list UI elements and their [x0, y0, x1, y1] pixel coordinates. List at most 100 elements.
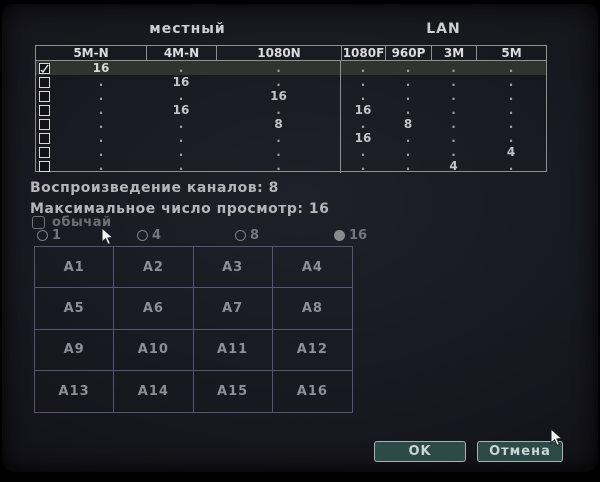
channel-mode-dialog: местный LAN 5M-N 4M-N 1080N 1080F 960P 3M 5M 1… [2, 4, 598, 472]
view-count-radio-16[interactable]: 16 [334, 228, 367, 243]
table-cell: 16 [354, 131, 372, 145]
channel-cell[interactable]: A10 [114, 329, 194, 371]
table-cell: . [276, 145, 281, 159]
table-row[interactable]: ... 16... [36, 131, 546, 145]
channel-cell[interactable]: A9 [35, 329, 115, 371]
channel-cell[interactable]: A1 [35, 247, 115, 289]
radio-icon[interactable] [137, 230, 148, 241]
table-cell: . [98, 103, 104, 117]
row-checkbox-cell [36, 76, 56, 88]
checkbox-icon[interactable] [39, 118, 50, 130]
checkbox-icon[interactable] [39, 90, 50, 102]
radio-label: 8 [250, 228, 260, 243]
channel-cell[interactable]: A12 [272, 330, 352, 371]
resolution-table-header: 5M-N 4M-N 1080N 1080F 960P 3M 5M [36, 46, 546, 61]
resolution-table-body: 16....... 16....... 16..... 16. 16..... 8. 8..… [36, 61, 546, 173]
channel-cell[interactable]: A6 [114, 288, 194, 330]
table-cell: . [451, 103, 456, 117]
table-cell: . [178, 159, 184, 173]
view-count-options: 1 4 8 16 [35, 228, 375, 243]
table-cell: . [98, 145, 104, 159]
table-cell: . [451, 61, 456, 75]
table-cell: . [360, 61, 366, 75]
column-header: 5M [476, 46, 546, 60]
table-row[interactable]: . 16. 16... [36, 103, 546, 117]
checkbox-checked-icon[interactable] [39, 62, 50, 74]
checkbox-icon[interactable] [39, 146, 50, 158]
table-cell: . [405, 75, 411, 89]
table-cell: . [508, 61, 514, 75]
view-count-radio-1[interactable]: 1 [37, 228, 61, 243]
cancel-button[interactable]: Отмена [477, 441, 563, 462]
channel-cell[interactable]: A4 [272, 247, 352, 289]
table-cell: 8 [274, 117, 283, 131]
channel-grid: A1 A2 A3 A4 A5 A6 A7 A8 A9 A10 A11 A12 A13 A14 A15 A16 [34, 246, 353, 413]
table-cell: . [508, 89, 514, 103]
channel-cell[interactable]: A7 [193, 288, 273, 330]
local-section-label: местный [149, 21, 226, 37]
column-header: 1080F [341, 46, 385, 60]
table-row[interactable]: .. 16.... [36, 89, 546, 103]
table-cell: . [98, 159, 104, 173]
column-header: 4M-N [146, 46, 216, 60]
radio-icon[interactable] [235, 230, 246, 241]
table-row[interactable]: .. 8. 8.. [36, 117, 546, 131]
radio-selected-icon[interactable] [334, 230, 345, 241]
channel-cell[interactable]: A2 [114, 247, 194, 289]
lan-section-label: LAN [426, 21, 461, 37]
channel-cell[interactable]: A14 [114, 370, 194, 412]
section-divider-line [340, 61, 341, 173]
table-row[interactable]: ..... 4. [36, 159, 546, 173]
channel-cell[interactable]: A5 [35, 288, 115, 330]
max-preview-label: Максимальное число просмотр: 16 [30, 201, 330, 217]
table-cell: . [360, 159, 366, 173]
view-count-radio-4[interactable]: 4 [137, 228, 161, 243]
table-cell: . [451, 89, 456, 103]
checkbox-icon[interactable] [39, 104, 50, 116]
table-cell: . [98, 117, 104, 131]
checkbox-icon[interactable] [39, 160, 50, 172]
row-checkbox-cell [36, 160, 56, 172]
table-cell: . [178, 145, 184, 159]
table-cell: . [451, 145, 456, 159]
table-cell: . [451, 117, 456, 131]
ok-button[interactable]: OK [374, 441, 466, 462]
table-cell: . [451, 75, 456, 89]
table-row[interactable]: ...... 4 [36, 145, 546, 159]
row-checkbox-cell [36, 104, 56, 116]
custom-mode-row[interactable]: обычай [32, 215, 112, 230]
table-row[interactable]: 16...... [36, 61, 546, 75]
table-cell: 16 [172, 75, 190, 89]
table-cell: . [451, 131, 456, 145]
table-cell: . [276, 131, 281, 145]
channel-cell[interactable]: A3 [193, 247, 273, 289]
column-header: 3M [431, 46, 476, 60]
checkbox-icon[interactable] [39, 132, 50, 144]
table-cell: . [405, 61, 411, 75]
table-cell: . [360, 117, 366, 131]
channel-cell[interactable]: A13 [35, 370, 115, 412]
view-count-radio-8[interactable]: 8 [235, 228, 259, 243]
table-cell: . [508, 131, 514, 145]
table-cell: 4 [506, 145, 516, 159]
table-cell: . [360, 89, 366, 103]
checkbox-icon[interactable] [39, 76, 50, 88]
table-cell: 8 [403, 117, 413, 131]
table-cell: . [508, 117, 514, 131]
table-cell: . [98, 131, 104, 145]
table-cell: . [405, 145, 411, 159]
table-cell: . [405, 159, 411, 173]
custom-mode-checkbox[interactable] [32, 216, 45, 229]
channel-cell[interactable]: A8 [272, 288, 352, 330]
table-cell: . [178, 131, 184, 145]
custom-mode-label: обычай [52, 215, 112, 230]
channel-cell[interactable]: A15 [194, 370, 273, 412]
table-cell: . [276, 75, 281, 89]
table-cell: . [98, 89, 104, 103]
channel-cell[interactable]: A11 [193, 329, 273, 371]
radio-icon[interactable] [37, 230, 48, 241]
channel-cell[interactable]: A16 [296, 383, 328, 399]
row-checkbox-cell [36, 90, 56, 102]
table-cell: . [98, 75, 104, 89]
table-row[interactable]: . 16..... [36, 75, 546, 89]
